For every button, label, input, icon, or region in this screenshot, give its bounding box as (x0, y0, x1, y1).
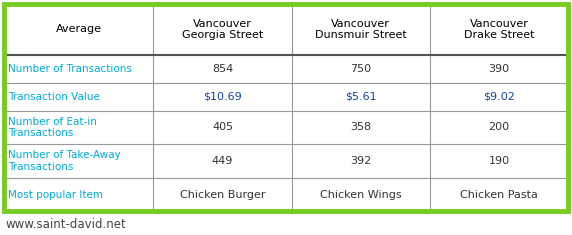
Text: Number of Take-Away
Transactions: Number of Take-Away Transactions (8, 150, 121, 172)
Text: Vancouver
Georgia Street: Vancouver Georgia Street (182, 19, 263, 40)
Text: $5.61: $5.61 (345, 92, 376, 102)
Text: Vancouver
Drake Street: Vancouver Drake Street (464, 19, 534, 40)
Text: Vancouver
Dunsmuir Street: Vancouver Dunsmuir Street (315, 19, 407, 40)
Text: 392: 392 (350, 156, 371, 166)
Text: Chicken Wings: Chicken Wings (320, 190, 402, 200)
Text: Average: Average (55, 24, 102, 34)
Text: 750: 750 (350, 64, 371, 74)
Text: 449: 449 (212, 156, 233, 166)
Text: 854: 854 (212, 64, 233, 74)
Text: 358: 358 (350, 122, 371, 133)
Text: Transaction Value: Transaction Value (8, 92, 100, 102)
Text: Most popular Item: Most popular Item (8, 190, 103, 200)
Text: 390: 390 (488, 64, 510, 74)
Text: Number of Eat-in
Transactions: Number of Eat-in Transactions (8, 117, 97, 138)
Text: 190: 190 (488, 156, 510, 166)
Text: Chicken Burger: Chicken Burger (180, 190, 265, 200)
Bar (4, 4, 568, 211)
Text: 200: 200 (488, 122, 510, 133)
Text: www.saint-david.net: www.saint-david.net (6, 218, 127, 231)
Text: $9.02: $9.02 (483, 92, 515, 102)
Text: Number of Transactions: Number of Transactions (8, 64, 132, 74)
Bar (4, 4, 568, 211)
Text: $10.69: $10.69 (203, 92, 242, 102)
Text: Chicken Pasta: Chicken Pasta (460, 190, 538, 200)
Text: 405: 405 (212, 122, 233, 133)
